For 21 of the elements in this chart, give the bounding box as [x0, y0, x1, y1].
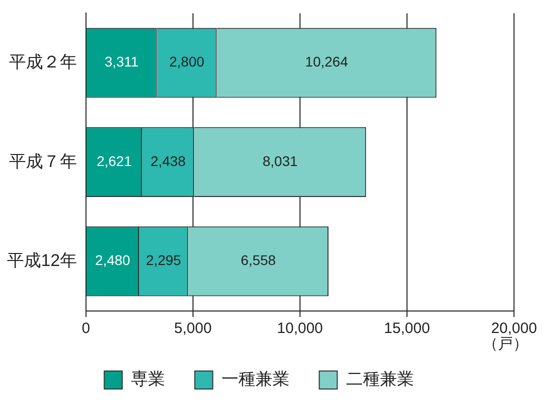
x-tick-label: 15,000 — [384, 320, 430, 338]
y-tick-label: 平成12年 — [6, 251, 77, 270]
y-tick-label: 平成２年 — [8, 52, 77, 72]
x-tick-label: 10,000 — [277, 320, 323, 338]
x-tick-label: 20,000 — [491, 320, 537, 338]
data-label: 2,295 — [146, 252, 182, 268]
data-label: 2,621 — [96, 152, 132, 169]
data-label: 2,800 — [169, 54, 204, 70]
x-axis-title: （戸） — [483, 336, 528, 353]
y-tick-label: 平成７年 — [8, 152, 77, 171]
data-label: 2,438 — [150, 152, 186, 169]
data-label: 3,311 — [104, 54, 139, 70]
x-tick-label: 5,000 — [174, 320, 212, 338]
legend-label: 一種兼業 — [221, 370, 290, 389]
data-label: 8,031 — [262, 152, 298, 169]
data-label: 10,264 — [305, 54, 348, 70]
legend-label: 二種兼業 — [346, 370, 414, 389]
data-label: 2,480 — [95, 252, 130, 268]
data-label: 6,558 — [240, 252, 276, 268]
x-tick-label: 0 — [82, 320, 90, 338]
legend-label: 専業 — [130, 370, 165, 389]
